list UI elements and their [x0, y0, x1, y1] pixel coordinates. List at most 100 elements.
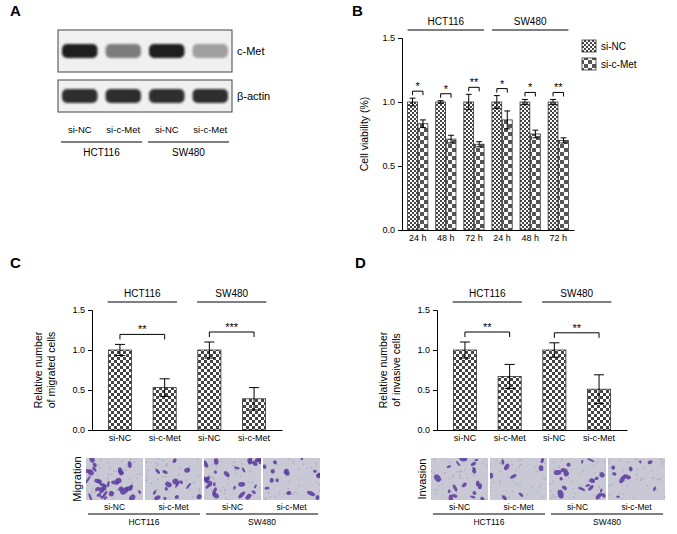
tick-label: si-NC — [543, 433, 566, 443]
pore — [552, 481, 554, 483]
pore — [518, 459, 520, 461]
pore — [234, 461, 236, 463]
error-bar — [594, 375, 604, 404]
pore — [152, 499, 154, 500]
cell — [284, 471, 290, 477]
lane-label: si-NC — [68, 124, 92, 135]
pore — [116, 489, 118, 491]
group-label: HCT116 — [428, 16, 465, 27]
image-caption: si-c-Met — [503, 502, 534, 512]
pore — [121, 461, 123, 463]
pore — [97, 475, 99, 477]
cell — [581, 459, 584, 463]
pore — [165, 464, 167, 466]
pore — [640, 478, 642, 480]
pore — [240, 475, 242, 477]
tick-label: 0.5 — [417, 385, 430, 395]
pore — [233, 465, 235, 467]
pore — [88, 475, 90, 477]
pore — [450, 491, 452, 493]
error-bar — [504, 111, 510, 129]
pore — [520, 464, 522, 466]
cell — [446, 465, 451, 469]
pore — [198, 490, 200, 492]
pore — [248, 481, 250, 483]
error-bar — [410, 98, 416, 106]
tick-mark — [433, 310, 437, 311]
pore — [543, 478, 545, 480]
pore — [260, 498, 261, 500]
pore — [110, 474, 112, 476]
micrograph — [263, 458, 320, 500]
pore — [179, 467, 181, 469]
pore — [537, 490, 539, 492]
panel-label: C — [10, 254, 21, 271]
bar — [453, 350, 476, 430]
tick-label: si-NC — [454, 433, 477, 443]
image-title: Invasion — [416, 459, 428, 500]
cell — [99, 495, 103, 500]
y-axis: 0.00.51.01.5 — [417, 305, 437, 435]
pore — [597, 462, 599, 464]
group-label: SW480 — [593, 517, 621, 527]
cell — [205, 484, 211, 490]
cell — [247, 458, 252, 465]
group-line — [61, 141, 142, 142]
pore — [288, 458, 290, 460]
pore — [519, 485, 521, 487]
group-line — [492, 29, 568, 30]
pore — [452, 475, 454, 477]
pore — [157, 489, 159, 491]
pore — [457, 471, 459, 473]
legend-label: si-NC — [601, 41, 626, 52]
cell — [196, 493, 202, 500]
pore — [544, 479, 546, 481]
group-line — [542, 301, 611, 302]
pore — [214, 499, 216, 500]
pore — [155, 462, 157, 464]
pore — [541, 496, 543, 498]
cell — [241, 467, 246, 473]
pore — [664, 496, 665, 498]
axis-title: Relative number — [377, 331, 389, 408]
pore — [92, 488, 94, 490]
cell — [117, 486, 124, 493]
cell — [504, 497, 507, 500]
blot-band — [193, 89, 229, 103]
cell — [214, 458, 219, 465]
axis-title: Relative number — [32, 331, 44, 408]
pore — [467, 478, 469, 480]
pore — [316, 481, 318, 483]
cell — [611, 465, 615, 470]
pore — [636, 473, 638, 475]
micrographs: si-NCsi-c-Metsi-NCsi-c-MetHCT116SW480Inv… — [416, 455, 665, 527]
cell — [647, 460, 653, 465]
tick-mark — [398, 166, 402, 167]
tick: si-c-Met — [238, 433, 270, 443]
pore — [147, 477, 149, 479]
pore — [315, 462, 317, 464]
tick-mark — [88, 390, 92, 391]
pore — [250, 471, 252, 473]
pore — [535, 466, 537, 468]
pore — [179, 499, 181, 500]
group-label: SW480 — [215, 288, 248, 299]
significance-label: * — [444, 83, 449, 95]
cell — [106, 481, 110, 488]
cell — [164, 487, 168, 491]
cell — [478, 483, 482, 489]
group-line — [408, 29, 484, 30]
tick: 1.5 — [72, 305, 92, 315]
cell — [233, 485, 237, 489]
cell — [315, 495, 319, 500]
pore — [558, 467, 560, 469]
tick-mark — [433, 430, 437, 431]
cell — [256, 458, 261, 462]
pore — [561, 459, 563, 461]
cell — [185, 482, 191, 489]
pore — [224, 489, 226, 491]
group-line — [197, 301, 266, 302]
cell — [237, 490, 246, 499]
pore — [436, 489, 438, 491]
pore — [598, 486, 600, 488]
